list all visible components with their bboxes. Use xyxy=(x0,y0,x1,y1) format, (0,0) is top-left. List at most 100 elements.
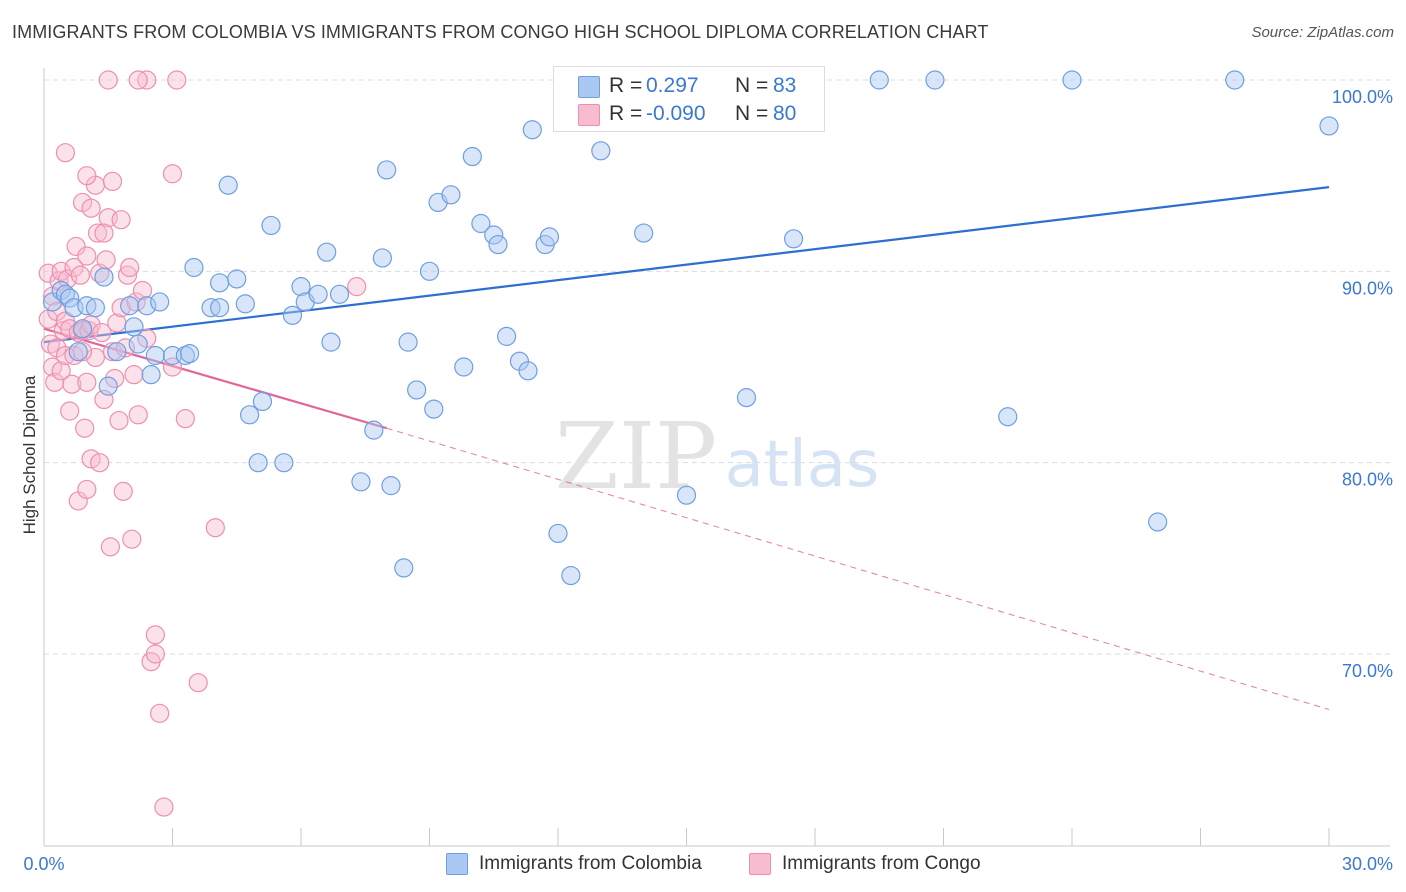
point-colombia xyxy=(282,305,303,325)
point-congo xyxy=(90,453,110,473)
point-colombia xyxy=(227,269,247,289)
point-congo xyxy=(94,223,114,243)
point-colombia xyxy=(145,345,165,366)
point-congo xyxy=(167,70,187,90)
point-colombia xyxy=(252,391,273,412)
point-congo xyxy=(51,361,71,381)
point-congo xyxy=(111,210,131,230)
point-colombia xyxy=(291,277,311,297)
point-colombia xyxy=(329,284,350,304)
point-colombia xyxy=(351,472,371,492)
point-colombia xyxy=(561,565,581,586)
point-congo xyxy=(175,409,195,429)
point-colombia xyxy=(210,273,230,293)
point-congo xyxy=(92,322,112,343)
point-colombia xyxy=(497,326,517,346)
point-colombia xyxy=(869,70,889,90)
point-colombia xyxy=(68,342,88,362)
source-credit: Source: ZipAtlas.com xyxy=(1251,24,1394,41)
point-colombia xyxy=(998,407,1018,427)
y-tick-label: 100.0% xyxy=(1332,87,1393,107)
point-colombia xyxy=(419,261,440,281)
point-congo xyxy=(45,372,65,392)
point-colombia xyxy=(141,365,161,385)
legend-r-label: R = xyxy=(609,102,643,125)
trend-line-congo xyxy=(43,327,387,430)
point-colombia xyxy=(180,344,200,364)
legend-r-value-congo: -0.090 xyxy=(646,102,706,125)
point-colombia xyxy=(783,229,804,249)
point-congo xyxy=(77,479,97,500)
point-colombia xyxy=(462,146,482,167)
point-congo xyxy=(154,797,174,817)
point-colombia xyxy=(150,292,170,312)
watermark-zip: ZIP xyxy=(555,403,717,510)
point-congo xyxy=(55,143,76,163)
point-congo xyxy=(66,236,86,257)
trend-extension-congo xyxy=(386,427,1330,711)
point-congo xyxy=(205,518,225,538)
legend-n-label: N = xyxy=(735,74,769,97)
point-colombia xyxy=(1062,70,1082,90)
point-congo xyxy=(162,357,183,377)
point-congo xyxy=(145,625,165,645)
trend-line-colombia xyxy=(43,186,1330,344)
point-congo xyxy=(117,265,138,285)
point-congo xyxy=(102,342,123,362)
legend-swatch-colombia xyxy=(578,76,600,98)
point-congo xyxy=(132,280,153,301)
point-colombia xyxy=(124,317,144,337)
point-colombia xyxy=(484,225,504,245)
point-colombia xyxy=(60,288,80,308)
point-colombia xyxy=(218,175,238,195)
point-colombia xyxy=(381,476,401,496)
point-colombia xyxy=(634,223,654,243)
chart-title: IMMIGRANTS FROM COLOMBIA VS IMMIGRANTS F… xyxy=(12,22,989,42)
point-congo xyxy=(105,368,125,389)
point-congo xyxy=(60,401,80,421)
point-colombia xyxy=(398,332,418,352)
x-tick-label: 0.0% xyxy=(23,854,64,874)
point-congo xyxy=(77,372,97,392)
point-colombia xyxy=(441,185,461,205)
point-colombia xyxy=(248,453,268,473)
point-colombia xyxy=(591,141,611,161)
legend-r-value-colombia: 0.297 xyxy=(646,74,699,97)
point-congo xyxy=(75,418,95,438)
point-colombia xyxy=(1225,70,1245,90)
point-congo xyxy=(124,365,144,385)
point-congo xyxy=(145,644,165,664)
point-congo xyxy=(96,250,116,270)
point-colombia xyxy=(424,399,444,419)
legend-n-label: N = xyxy=(735,102,769,125)
point-colombia xyxy=(471,213,491,234)
point-colombia xyxy=(548,523,568,544)
point-colombia xyxy=(925,70,945,90)
point-colombia xyxy=(98,376,118,396)
point-colombia xyxy=(210,298,230,318)
point-colombia xyxy=(94,267,114,287)
point-colombia xyxy=(518,361,538,381)
point-colombia xyxy=(120,296,140,316)
y-tick-label: 70.0% xyxy=(1342,661,1393,681)
point-congo xyxy=(347,277,367,297)
point-congo xyxy=(102,171,123,192)
point-colombia xyxy=(308,284,328,304)
point-congo xyxy=(57,269,78,289)
y-axis-label: High School Diploma xyxy=(20,375,39,535)
point-colombia xyxy=(72,319,93,339)
legend-swatch-colombia xyxy=(446,853,468,875)
legend-r-label: R = xyxy=(609,74,643,97)
legend-label-congo: Immigrants from Congo xyxy=(782,853,981,874)
point-congo xyxy=(51,261,71,281)
point-congo xyxy=(77,166,97,186)
point-colombia xyxy=(137,296,157,316)
gridlines xyxy=(44,79,1391,655)
point-colombia xyxy=(407,380,427,400)
point-colombia xyxy=(364,420,384,440)
point-colombia xyxy=(240,405,260,425)
point-colombia xyxy=(128,334,148,354)
point-colombia xyxy=(539,227,560,247)
point-congo xyxy=(72,342,93,362)
